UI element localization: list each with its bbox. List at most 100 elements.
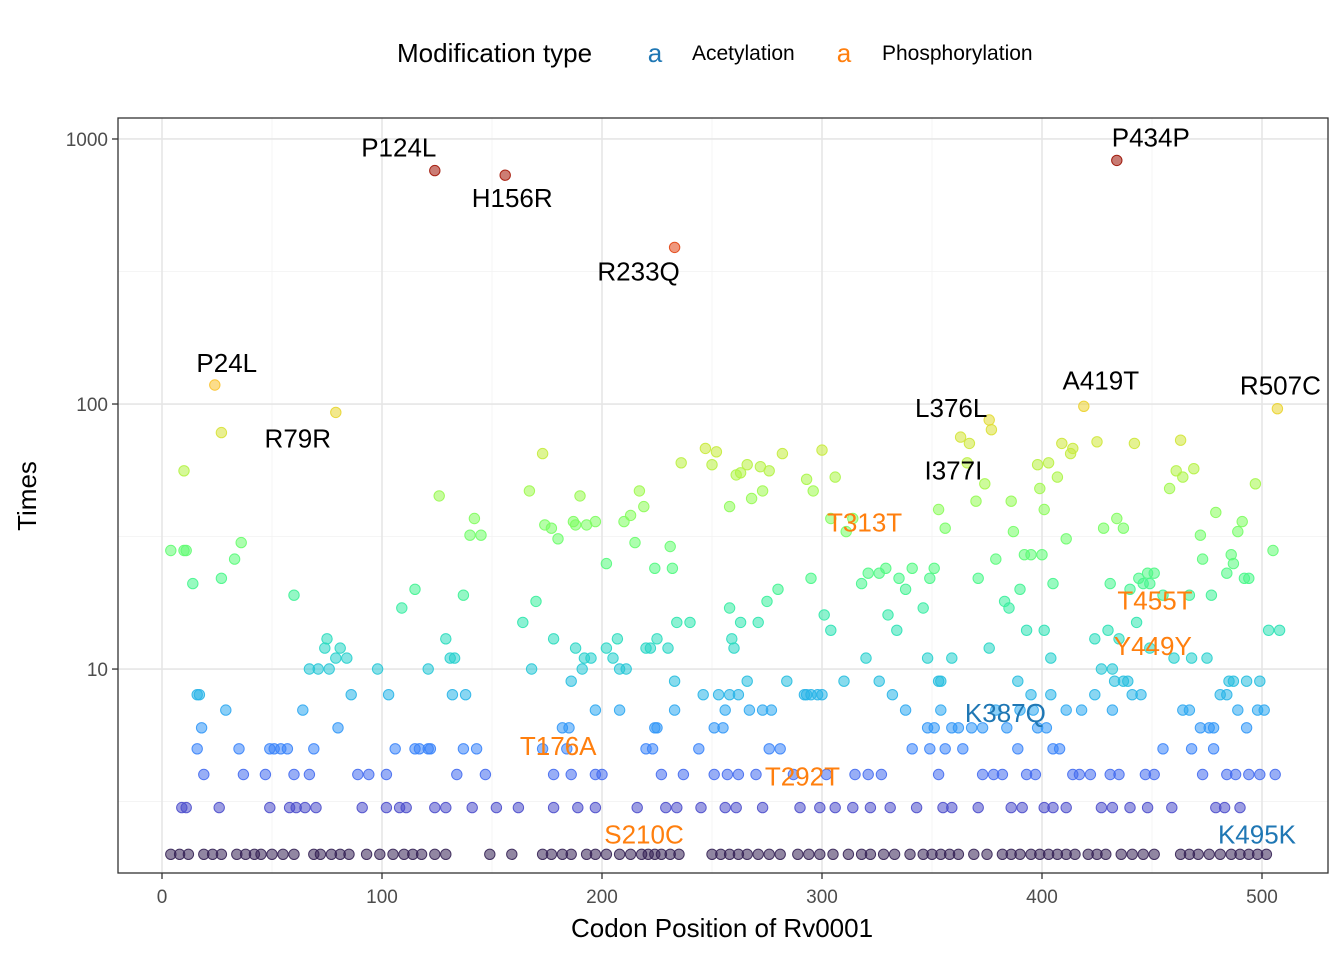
data-point xyxy=(807,485,819,497)
data-point xyxy=(574,490,586,502)
data-point xyxy=(664,540,676,553)
data-point xyxy=(440,848,452,860)
data-point xyxy=(1111,512,1123,525)
data-point xyxy=(530,595,542,608)
data-point xyxy=(1196,768,1209,781)
data-point xyxy=(1236,515,1248,528)
data-point xyxy=(719,801,731,814)
data-point xyxy=(719,704,731,716)
data-point xyxy=(893,572,905,584)
data-point xyxy=(525,663,538,675)
data-point xyxy=(424,743,437,755)
data-point xyxy=(1267,544,1279,557)
data-point xyxy=(567,515,580,528)
data-point xyxy=(506,848,518,860)
data-point xyxy=(882,609,894,621)
data-point xyxy=(932,768,945,781)
data-point xyxy=(237,768,250,781)
data-point xyxy=(649,562,661,574)
point-label: Y449Y xyxy=(1114,631,1192,661)
data-point xyxy=(668,241,681,254)
data-point xyxy=(721,768,734,781)
data-point xyxy=(996,768,1009,781)
data-point xyxy=(1038,503,1050,516)
data-point xyxy=(552,533,564,545)
data-point xyxy=(281,743,294,755)
data-point xyxy=(565,848,577,860)
data-point xyxy=(1056,437,1068,450)
data-point xyxy=(1141,801,1154,814)
data-point xyxy=(646,743,659,755)
data-point xyxy=(939,743,951,755)
data-point xyxy=(952,848,965,860)
data-point xyxy=(886,689,899,701)
data-point xyxy=(387,848,399,860)
data-point xyxy=(935,675,947,687)
data-point xyxy=(547,801,560,814)
data-point xyxy=(380,801,393,814)
data-point xyxy=(288,848,300,860)
data-point xyxy=(961,457,973,469)
data-point xyxy=(741,848,753,860)
data-point xyxy=(662,642,674,654)
data-point xyxy=(255,848,267,860)
data-point xyxy=(651,722,663,734)
data-point xyxy=(1102,624,1114,636)
data-point xyxy=(756,485,769,497)
data-point xyxy=(1106,663,1119,675)
data-point xyxy=(1183,589,1196,601)
data-point xyxy=(976,768,989,781)
data-point xyxy=(1185,652,1198,664)
data-point xyxy=(1075,704,1088,716)
y-axis-ticks: 10 100 1000 xyxy=(66,130,118,681)
data-point xyxy=(312,663,324,675)
data-point xyxy=(352,768,364,781)
data-point xyxy=(1135,689,1147,701)
data-point xyxy=(794,801,806,814)
data-point xyxy=(259,768,272,781)
data-point xyxy=(1091,436,1103,448)
data-point xyxy=(998,595,1011,608)
data-point xyxy=(191,743,203,755)
data-point xyxy=(805,689,817,701)
data-point xyxy=(1218,801,1231,814)
data-point xyxy=(849,768,861,781)
data-point xyxy=(924,743,936,755)
data-point xyxy=(409,583,421,595)
data-point xyxy=(1016,801,1028,814)
data-point xyxy=(1106,801,1119,814)
y-tick-label: 1000 xyxy=(66,130,108,151)
data-point xyxy=(864,801,877,814)
data-point xyxy=(600,848,613,860)
data-point xyxy=(946,652,958,664)
point-label: R79R xyxy=(265,423,331,453)
data-point xyxy=(613,848,626,860)
data-point xyxy=(1036,549,1048,561)
grid-lines xyxy=(118,118,1328,873)
point-label: P124L xyxy=(361,133,436,163)
data-point xyxy=(963,437,976,450)
data-point xyxy=(750,768,762,781)
data-point xyxy=(310,801,322,814)
data-point xyxy=(499,169,511,181)
data-point xyxy=(1207,743,1220,755)
legend-title: Modification type xyxy=(397,38,592,68)
data-point xyxy=(752,848,764,860)
data-point xyxy=(730,801,742,814)
data-point xyxy=(875,768,888,781)
data-point xyxy=(1045,689,1057,701)
data-point xyxy=(264,801,276,814)
data-point xyxy=(1089,633,1101,645)
x-tick-label: 400 xyxy=(1026,887,1058,908)
data-point xyxy=(1040,722,1053,734)
data-point xyxy=(910,801,923,814)
data-point xyxy=(380,768,393,781)
x-tick-label: 500 xyxy=(1246,887,1278,908)
data-point xyxy=(1144,642,1156,654)
data-point xyxy=(932,503,945,516)
data-point xyxy=(906,743,918,755)
data-point xyxy=(299,801,311,814)
data-point xyxy=(1225,549,1237,561)
data-point xyxy=(611,633,624,645)
